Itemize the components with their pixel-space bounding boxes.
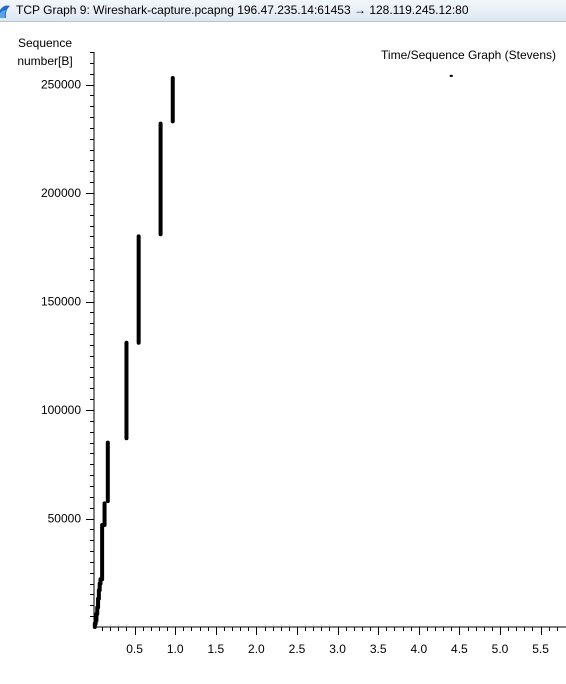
y-tick-label: 50000 — [48, 512, 82, 526]
chart-title: Time/Sequence Graph (Stevens) — [381, 48, 556, 62]
x-tick-label: 2.0 — [248, 642, 265, 656]
window-titlebar[interactable]: TCP Graph 9: Wireshark-capture.pcapng 19… — [0, 0, 566, 22]
y-tick-label: 100000 — [41, 403, 81, 417]
x-tick-label: 3.5 — [370, 642, 387, 656]
y-tick-label: 250000 — [41, 78, 81, 92]
y-axis-label-line-1: Sequence — [17, 36, 73, 50]
data-point — [449, 74, 453, 77]
x-tick-label: 0.5 — [126, 642, 143, 656]
x-tick-label: 5.0 — [492, 642, 509, 656]
y-tick-label: 200000 — [41, 186, 81, 200]
window-title: TCP Graph 9: Wireshark-capture.pcapng 19… — [16, 3, 469, 17]
x-tick-label: 4.0 — [410, 642, 427, 656]
x-tick-label: 3.0 — [329, 642, 346, 656]
x-tick-label: 2.5 — [289, 642, 306, 656]
y-axis-label-line-2: number[B] — [17, 54, 73, 68]
y-tick-label: 150000 — [41, 295, 81, 309]
x-tick-label: 5.5 — [532, 642, 549, 656]
x-tick-label: 1.5 — [207, 642, 224, 656]
tcp-graph-plot[interactable]: 50000 100000 150000 200000 250000 0.5 1.0 1.5 2.… — [0, 22, 566, 684]
x-tick-label: 4.5 — [451, 642, 468, 656]
wireshark-fin-icon — [0, 5, 10, 18]
y-axis-label: Sequence number[B] — [0, 34, 90, 70]
time-sequence-chart[interactable]: 50000 100000 150000 200000 250000 0.5 1.0 1.5 2.… — [0, 22, 566, 684]
x-tick-label: 1.0 — [167, 642, 184, 656]
